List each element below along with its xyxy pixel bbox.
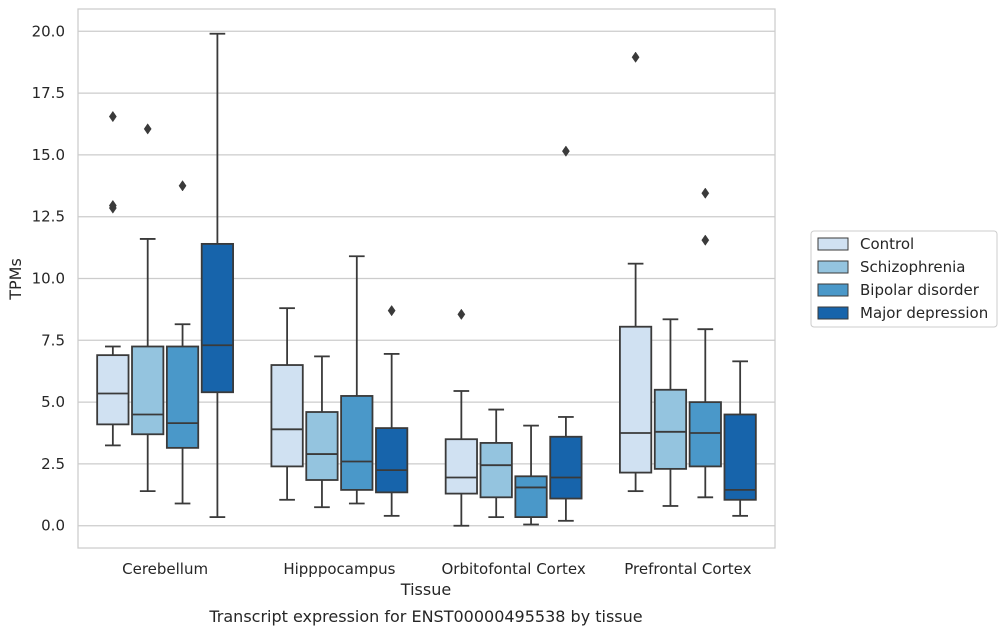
y-tick-label: 7.5 (41, 331, 65, 349)
box-group (688, 187, 722, 499)
box (375, 427, 409, 494)
plot-frame (77, 8, 776, 549)
box (270, 364, 304, 468)
box (653, 388, 688, 470)
box (96, 354, 130, 426)
box-group (340, 255, 374, 505)
box (131, 345, 165, 436)
x-tick-label: Prefrontal Cortex (624, 560, 751, 578)
box-group (305, 355, 339, 509)
box-group (653, 318, 688, 507)
x-tick-label: Orbitofontal Cortex (442, 560, 586, 578)
x-tick-label: Cerebellum (122, 560, 208, 578)
y-axis-label: TPMs (6, 258, 25, 301)
y-tick-label: 17.5 (32, 84, 65, 102)
data-layer (96, 32, 757, 527)
box (619, 325, 653, 474)
outlier-point (108, 199, 117, 212)
legend-swatch (817, 283, 849, 297)
box-group (444, 308, 478, 527)
box (688, 401, 722, 468)
legend-label: Major depression (860, 304, 988, 322)
outlier-point (108, 110, 117, 123)
box-group (619, 51, 653, 493)
box-group (270, 307, 304, 501)
box-group (165, 180, 200, 505)
box (340, 395, 374, 491)
y-tick-label: 0.0 (41, 517, 65, 535)
box (165, 345, 200, 449)
x-ticks: Cerebellum Hipppocampus Orbitofontal Corte… (122, 560, 751, 578)
y-tick-label: 12.5 (32, 208, 65, 226)
outlier-point (143, 123, 152, 135)
box-group (723, 360, 757, 517)
box (549, 435, 583, 500)
box (723, 413, 757, 501)
legend-frame (810, 230, 998, 328)
y-tick-label: 15.0 (32, 146, 65, 164)
box (514, 475, 548, 518)
legend-label: Schizophrenia (860, 258, 965, 276)
x-tick-label: Hipppocampus (283, 560, 395, 578)
y-tick-label: 5.0 (41, 393, 65, 411)
chart-caption: Transcript expression for ENST0000049553… (208, 607, 642, 626)
outlier-point (178, 180, 187, 192)
box-group (375, 305, 409, 517)
box-group (96, 110, 130, 447)
outlier-point (701, 187, 710, 199)
legend-label: Control (860, 235, 914, 253)
legend-swatch (817, 237, 849, 251)
y-ticks: 0.0 2.5 5.0 7.5 10.0 12.5 15.0 17.5 20.0 (32, 22, 65, 534)
outlier-point (457, 308, 466, 320)
y-tick-label: 2.5 (41, 455, 65, 473)
y-tick-label: 10.0 (32, 270, 65, 288)
y-tick-label: 20.0 (32, 22, 65, 40)
x-axis-label: Tissue (400, 580, 451, 599)
legend-label: Bipolar disorder (860, 281, 980, 299)
box-group (131, 123, 165, 493)
box-group (200, 32, 234, 518)
outlier-point (701, 234, 710, 246)
box-group (549, 145, 583, 522)
outlier-point (561, 145, 570, 157)
box (479, 442, 513, 499)
box-group (479, 408, 513, 518)
legend-swatch (817, 306, 849, 320)
box (200, 242, 234, 394)
legend: Control Schizophrenia Bipolar disorder Majo… (810, 230, 998, 328)
box (305, 411, 339, 481)
legend-swatch (817, 260, 849, 274)
outlier-point (387, 305, 396, 317)
box-group (514, 424, 548, 526)
outlier-point (631, 51, 640, 63)
box (444, 438, 478, 495)
